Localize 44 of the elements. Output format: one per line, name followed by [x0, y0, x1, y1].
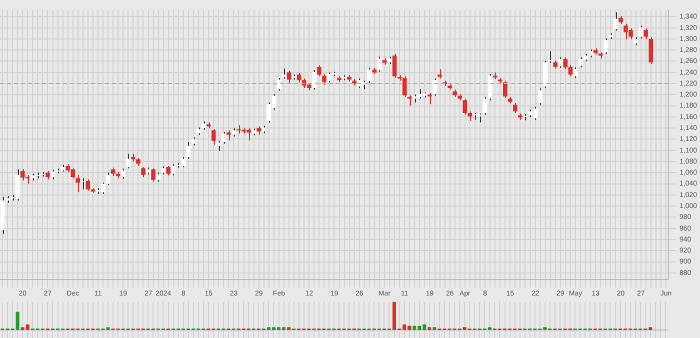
candlestick [428, 92, 432, 105]
candlestick [513, 102, 518, 114]
candlestick [488, 74, 492, 101]
candlestick [367, 67, 372, 84]
candlestick [432, 78, 437, 96]
candlestick [296, 72, 302, 83]
candlestick [211, 128, 216, 146]
candlestick [548, 50, 553, 64]
candlestick [648, 36, 654, 65]
candlestick [286, 70, 292, 84]
candlestick [377, 56, 382, 72]
candlestick [126, 153, 130, 169]
candlestick [86, 178, 90, 191]
candlestick [226, 130, 231, 141]
candlestick [543, 60, 548, 88]
candlestick [322, 74, 326, 86]
candlestick [282, 68, 286, 80]
candlestick [468, 110, 472, 122]
candlestick [171, 164, 176, 176]
bar [428, 327, 432, 330]
candlestick [76, 174, 80, 193]
candlestick [538, 88, 542, 106]
candlestick [121, 168, 126, 180]
candlestick [408, 94, 412, 106]
bar [287, 327, 291, 330]
candlestick [644, 28, 648, 40]
candlestick [141, 166, 146, 178]
candlestick [166, 165, 171, 176]
candlestick [502, 80, 508, 99]
bar [432, 327, 436, 330]
candlestick [186, 142, 191, 160]
candlestick [106, 172, 110, 186]
candlestick [573, 66, 578, 78]
candlestick [462, 98, 468, 116]
candlestick [276, 77, 282, 92]
candlestick [482, 96, 488, 116]
candlestick [604, 38, 608, 55]
candlestick [151, 168, 156, 182]
candlestick [317, 64, 322, 77]
candlestick [558, 56, 563, 68]
candlestick [312, 70, 316, 90]
candlestick [614, 12, 618, 32]
candlestick [638, 25, 643, 39]
candlestick [438, 68, 442, 80]
